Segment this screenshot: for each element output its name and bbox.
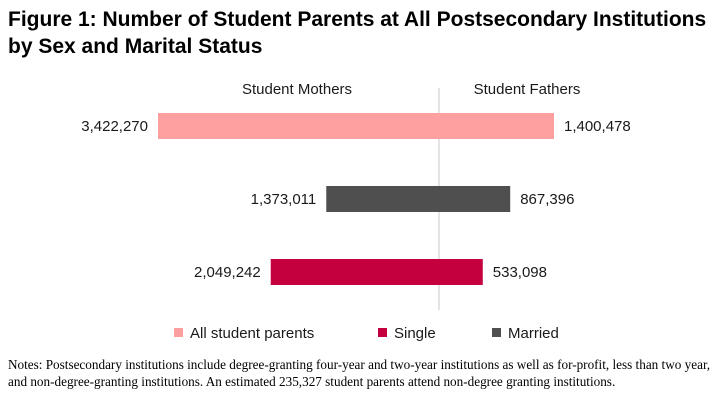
legend-label-single: Single: [394, 325, 436, 342]
legend-swatch-married: [492, 328, 501, 337]
bar-mothers-married: [326, 186, 439, 212]
value-label-mothers-single: 2,049,242: [194, 264, 261, 281]
legend-swatch-all-student-parents: [174, 328, 183, 337]
bar-fathers-all-student-parents: [439, 113, 554, 139]
bar-fathers-single: [439, 259, 483, 285]
chart-canvas: Student Mothers Student Fathers 3,422,270 1…: [81, 81, 631, 342]
chart-title: Figure 1: Number of Student Parents at A…: [8, 8, 707, 58]
left-side-label: Student Mothers: [242, 81, 352, 98]
value-label-mothers-married: 1,373,011: [251, 191, 317, 208]
legend-label-all-student-parents: All student parents: [190, 325, 314, 342]
legend-swatch-single: [378, 328, 387, 337]
bar-fathers-married: [439, 186, 511, 212]
value-label-fathers-married: 867,396: [520, 191, 574, 208]
chart-notes: Notes: Postsecondary institutions includ…: [8, 357, 711, 389]
bar-mothers-all-student-parents: [158, 113, 439, 139]
value-label-mothers-all-student-parents: 3,422,270: [81, 118, 148, 135]
value-label-fathers-single: 533,098: [493, 264, 547, 281]
right-side-label: Student Fathers: [474, 81, 581, 98]
value-label-fathers-all-student-parents: 1,400,478: [564, 118, 631, 135]
legend-label-married: Married: [508, 325, 559, 342]
bar-mothers-single: [270, 259, 439, 285]
